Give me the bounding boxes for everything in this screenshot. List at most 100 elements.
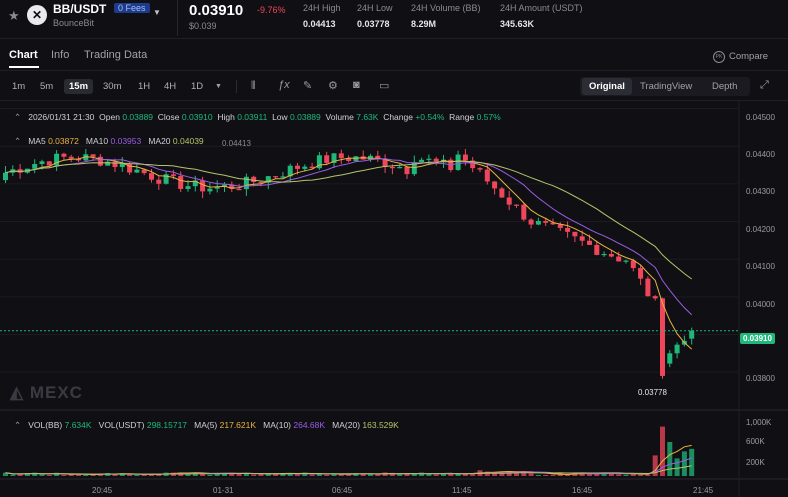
timeframe-15m[interactable]: 15m	[64, 79, 94, 94]
ma10-value: 0.03953	[110, 136, 142, 146]
volume-bar	[579, 473, 585, 476]
candle-body	[83, 154, 89, 161]
candle-body	[652, 296, 658, 299]
time-tick-2145: 21:45	[693, 486, 714, 495]
volume-bar	[397, 474, 403, 476]
header-border	[0, 38, 788, 39]
ohlc-date: 2026/01/31 21:30	[28, 112, 95, 122]
candle-body	[3, 172, 8, 181]
vol-usdt-value: 298.15717	[146, 420, 188, 430]
ohlc-high: 0.03911	[237, 112, 268, 122]
timeframe-1d[interactable]: 1D	[191, 81, 204, 92]
volume-bar	[83, 474, 89, 476]
candle-body	[324, 155, 330, 163]
fullscreen-icon[interactable]: ⤢	[760, 79, 769, 91]
volume-bar	[214, 473, 220, 476]
volume-bar	[608, 473, 614, 476]
volume-bar	[46, 474, 52, 476]
view-original[interactable]: Original	[582, 78, 632, 95]
volume-bar	[514, 471, 519, 476]
ma5-label: MA5	[28, 136, 46, 146]
indicator-fx-icon[interactable]: ƒx	[278, 79, 290, 91]
timeframe-dropdown-icon[interactable]: ▼	[215, 83, 222, 90]
tab-trading-data[interactable]: Trading Data	[84, 49, 148, 61]
tab-info[interactable]: Info	[51, 49, 70, 61]
mexc-watermark: ◭ MEXC	[10, 383, 83, 403]
vol-usdt-label: VOL(USDT)	[98, 420, 145, 430]
ohlc-low-label: Low	[272, 112, 288, 122]
low-price-marker: 0.03778	[638, 388, 667, 397]
candle-body	[565, 227, 571, 232]
favorite-star-icon[interactable]: ★	[8, 8, 20, 23]
volume-bar	[309, 474, 315, 476]
volume-bar	[528, 473, 534, 476]
layout-panel-icon[interactable]: ▭	[379, 80, 390, 92]
candle-body	[54, 153, 60, 166]
volume-bar	[360, 473, 366, 476]
vol-ma5-label: MA(5)	[194, 420, 218, 430]
timeframe-5m[interactable]: 5m	[40, 81, 54, 92]
volume-collapse-icon[interactable]: ⌃	[14, 420, 22, 430]
candle-body	[601, 253, 607, 256]
volume-bar	[54, 472, 60, 476]
volume-bar	[433, 474, 439, 476]
candle-body	[32, 163, 38, 169]
candle-body	[492, 181, 498, 189]
price-tick-04200: 0.04200	[746, 225, 775, 234]
ma5-line	[5, 156, 693, 350]
candle-type-icon[interactable]: ⫴	[251, 80, 256, 92]
stat-volume-value: 8.29M	[411, 19, 437, 29]
timeframe-30m[interactable]: 30m	[103, 81, 122, 92]
settings-gear-icon[interactable]: ⚙	[328, 80, 338, 92]
volume-ma20-line	[5, 465, 692, 475]
vol-ma5-value: 217.621K	[219, 420, 257, 430]
timeframe-4h[interactable]: 4H	[164, 81, 177, 92]
price-chart[interactable]	[0, 101, 788, 497]
candle-body	[397, 167, 403, 169]
volume-bar	[411, 474, 417, 476]
candle-body	[426, 158, 432, 160]
pair-dropdown-icon[interactable]: ▼	[153, 8, 161, 17]
volume-bar	[645, 474, 651, 476]
ohlc-collapse-icon[interactable]: ⌃	[14, 112, 22, 122]
candle-body	[382, 158, 388, 167]
toolbar-border	[0, 100, 788, 101]
volume-bar	[667, 441, 673, 476]
timeframe-1h[interactable]: 1H	[138, 81, 151, 92]
volume-bar	[273, 474, 279, 476]
candle-body	[389, 166, 395, 169]
candle-body	[119, 163, 125, 168]
volume-bar	[389, 472, 395, 476]
compare-icon[interactable]: PK	[713, 51, 725, 63]
pair-name[interactable]: BB/USDT	[53, 2, 107, 16]
timeframe-1m[interactable]: 1m	[12, 81, 26, 92]
ma5-value: 0.03872	[48, 136, 79, 146]
volume-bar	[302, 472, 308, 476]
candle-body	[251, 176, 257, 182]
candle-body	[265, 176, 271, 183]
time-tick-1145: 11:45	[452, 486, 472, 495]
candle-body	[579, 236, 585, 241]
volume-bar	[141, 474, 147, 476]
tab-chart[interactable]: Chart	[9, 49, 38, 61]
price-tick-04300: 0.04300	[746, 187, 775, 196]
ohlc-change: +0.54%	[415, 112, 445, 122]
candle-body	[287, 165, 293, 177]
candle-body	[149, 173, 154, 180]
candle-body	[535, 221, 541, 225]
screenshot-camera-icon[interactable]: ◙	[353, 79, 360, 91]
ohlc-info: ⌃ 2026/01/31 21:30 Open 0.03889 Close 0.…	[14, 112, 501, 123]
draw-pencil-icon[interactable]: ✎	[303, 80, 313, 92]
compare-button[interactable]: Compare	[729, 51, 769, 62]
tab-chart-underline	[9, 66, 39, 68]
candle-body	[17, 169, 23, 173]
volume-bar	[24, 473, 30, 476]
volume-bar	[455, 473, 461, 476]
ohlc-volume-label: Volume	[325, 112, 354, 122]
ma-collapse-icon[interactable]: ⌃	[14, 136, 22, 146]
view-tradingview[interactable]: TradingView	[640, 81, 693, 92]
view-depth[interactable]: Depth	[712, 81, 738, 92]
volume-info: ⌃ VOL(BB) 7.634K VOL(USDT) 298.15717 MA(…	[14, 420, 399, 431]
volume-bar	[295, 474, 300, 476]
volume-bar	[404, 473, 410, 476]
